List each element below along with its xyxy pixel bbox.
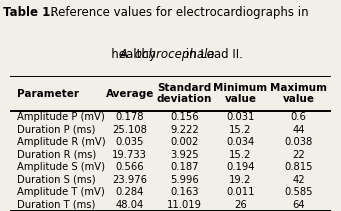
Text: 25.108: 25.108 <box>112 125 147 135</box>
Text: 0.178: 0.178 <box>116 112 144 122</box>
Text: Amplitude P (mV): Amplitude P (mV) <box>17 112 104 122</box>
Text: healthy: healthy <box>70 48 160 61</box>
Text: Table 1.: Table 1. <box>3 6 55 19</box>
Text: 0.156: 0.156 <box>170 112 198 122</box>
Text: 0.6: 0.6 <box>291 112 307 122</box>
Text: 0.566: 0.566 <box>116 162 144 172</box>
Text: 5.996: 5.996 <box>170 175 199 185</box>
Text: Amplitude S (mV): Amplitude S (mV) <box>17 162 105 172</box>
Text: 0.031: 0.031 <box>226 112 255 122</box>
Text: 48.04: 48.04 <box>116 200 144 210</box>
Text: 44: 44 <box>293 125 305 135</box>
Text: Minimum
value: Minimum value <box>213 83 267 104</box>
Text: 3.925: 3.925 <box>170 150 198 160</box>
Text: 15.2: 15.2 <box>229 125 252 135</box>
Text: Duration T (ms): Duration T (ms) <box>17 200 95 210</box>
Text: Amplitude R (mV): Amplitude R (mV) <box>17 137 105 147</box>
Text: 0.038: 0.038 <box>285 137 313 147</box>
Text: 0.284: 0.284 <box>116 187 144 197</box>
Text: 19.733: 19.733 <box>112 150 147 160</box>
Text: Duration R (ms): Duration R (ms) <box>17 150 96 160</box>
Text: A. ochrocephala: A. ochrocephala <box>119 48 215 61</box>
Text: Duration P (ms): Duration P (ms) <box>17 125 95 135</box>
Text: 22: 22 <box>292 150 305 160</box>
Text: Reference values for electrocardiographs in: Reference values for electrocardiographs… <box>43 6 308 19</box>
Text: Maximum
value: Maximum value <box>270 83 327 104</box>
Text: 15.2: 15.2 <box>229 150 252 160</box>
Text: Amplitude T (mV): Amplitude T (mV) <box>17 187 104 197</box>
Text: Average: Average <box>106 89 154 99</box>
Text: 0.187: 0.187 <box>170 162 198 172</box>
Text: 0.011: 0.011 <box>226 187 255 197</box>
Text: 42: 42 <box>292 175 305 185</box>
Text: 19.2: 19.2 <box>229 175 252 185</box>
Text: 26: 26 <box>234 200 247 210</box>
Text: 11.019: 11.019 <box>167 200 202 210</box>
Text: 0.815: 0.815 <box>284 162 313 172</box>
Text: 0.034: 0.034 <box>226 137 254 147</box>
Text: 23.976: 23.976 <box>112 175 147 185</box>
Text: 0.002: 0.002 <box>170 137 198 147</box>
Text: Duration S (ms): Duration S (ms) <box>17 175 95 185</box>
Text: Standard
deviation: Standard deviation <box>157 83 212 104</box>
Text: 64: 64 <box>292 200 305 210</box>
Text: 9.222: 9.222 <box>170 125 199 135</box>
Text: Parameter: Parameter <box>17 89 79 99</box>
Text: 0.585: 0.585 <box>284 187 313 197</box>
Text: 0.163: 0.163 <box>170 187 198 197</box>
Text: 0.194: 0.194 <box>226 162 255 172</box>
Text: 0.035: 0.035 <box>116 137 144 147</box>
Text: in Lead II.: in Lead II. <box>182 48 243 61</box>
